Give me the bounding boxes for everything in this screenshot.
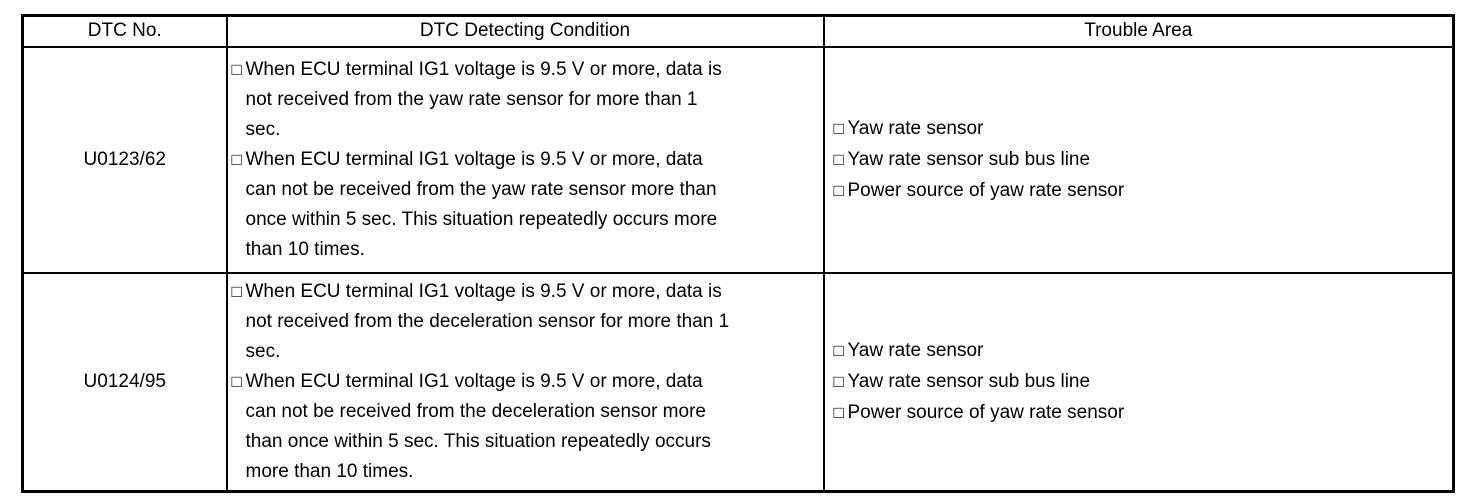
condition-item: □ When ECU terminal IG1 voltage is 9.5 V … — [232, 367, 738, 487]
trouble-area-item: □ Yaw rate sensor sub bus line — [833, 366, 1452, 397]
square-bullet-icon: □ — [231, 149, 242, 169]
dtc-no-cell: U0124/95 — [21, 271, 228, 493]
dtc-table: DTC No. DTC Detecting Condition Trouble … — [21, 14, 1455, 493]
detecting-condition-cell: □ When ECU terminal IG1 voltage is 9.5 V … — [225, 45, 825, 274]
col-header-trouble-area: Trouble Area — [822, 14, 1455, 48]
square-bullet-icon: □ — [833, 119, 844, 138]
table-row: U0123/62 □ When ECU terminal IG1 voltage … — [21, 45, 1455, 274]
trouble-area-item: □ Yaw rate sensor — [833, 113, 1452, 144]
trouble-area-text: Power source of yaw rate sensor — [847, 180, 1125, 201]
detecting-condition-cell: □ When ECU terminal IG1 voltage is 9.5 V … — [225, 271, 825, 493]
square-bullet-icon: □ — [833, 403, 844, 423]
trouble-area-text: Yaw rate sensor sub bus line — [847, 371, 1091, 393]
trouble-area-text: Yaw rate sensor sub bus line — [847, 149, 1091, 170]
square-bullet-icon: □ — [833, 372, 844, 392]
square-bullet-icon: □ — [231, 371, 242, 391]
trouble-area-item: □ Yaw rate sensor sub bus line — [833, 144, 1452, 175]
header-row: DTC No. DTC Detecting Condition Trouble … — [21, 14, 1455, 48]
col-header-dtc-no: DTC No. — [21, 14, 228, 48]
square-bullet-icon: □ — [833, 341, 844, 361]
condition-text: When ECU terminal IG1 voltage is 9.5 V o… — [245, 280, 730, 362]
square-bullet-icon: □ — [231, 59, 242, 79]
trouble-area-cell: □ Yaw rate sensor □ Yaw rate sensor sub bu… — [822, 271, 1455, 493]
square-bullet-icon: □ — [833, 150, 844, 169]
condition-text: When ECU terminal IG1 voltage is 9.5 V o… — [245, 148, 718, 260]
condition-item: □ When ECU terminal IG1 voltage is 9.5 V … — [232, 55, 738, 145]
trouble-area-text: Power source of yaw rate sensor — [847, 402, 1125, 424]
trouble-area-item: □ Power source of yaw rate sensor — [833, 175, 1452, 206]
dtc-no-cell: U0123/62 — [21, 45, 228, 274]
condition-text: When ECU terminal IG1 voltage is 9.5 V o… — [245, 58, 722, 140]
trouble-area-item: □ Yaw rate sensor — [833, 335, 1452, 366]
condition-text: When ECU terminal IG1 voltage is 9.5 V o… — [245, 370, 711, 482]
condition-item: □ When ECU terminal IG1 voltage is 9.5 V … — [232, 277, 738, 367]
trouble-area-cell: □ Yaw rate sensor □ Yaw rate sensor sub bu… — [822, 45, 1455, 274]
trouble-area-text: Yaw rate sensor — [847, 118, 984, 139]
trouble-area-item: □ Power source of yaw rate sensor — [833, 397, 1452, 428]
square-bullet-icon: □ — [231, 281, 242, 301]
trouble-area-text: Yaw rate sensor — [847, 340, 984, 362]
table-row: U0124/95 □ When ECU terminal IG1 voltage … — [21, 271, 1455, 493]
square-bullet-icon: □ — [833, 181, 844, 200]
condition-item: □ When ECU terminal IG1 voltage is 9.5 V … — [232, 145, 738, 265]
col-header-detecting-condition: DTC Detecting Condition — [225, 14, 825, 48]
